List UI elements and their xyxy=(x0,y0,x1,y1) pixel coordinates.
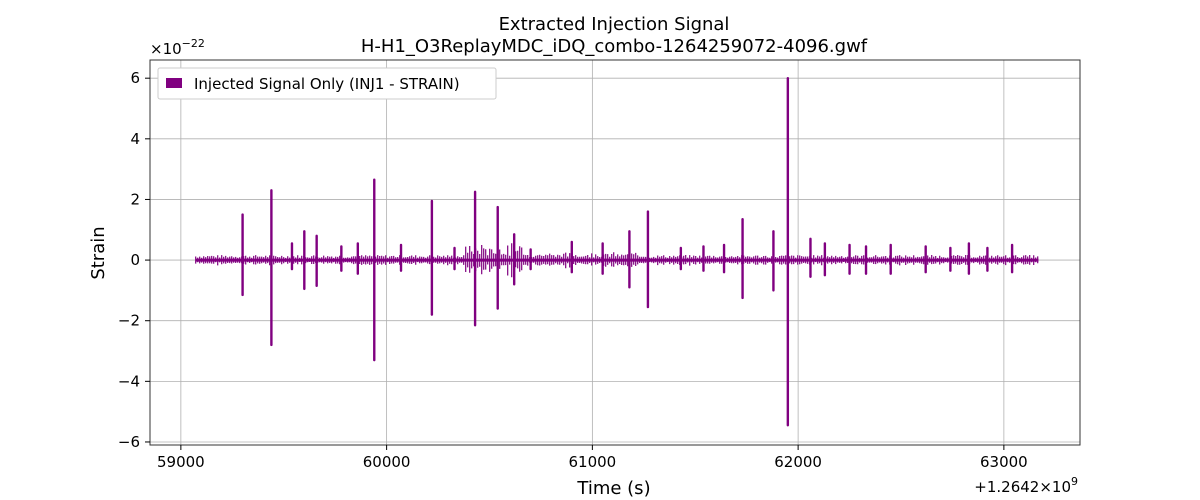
plot-frame xyxy=(149,59,1081,446)
y-multiplier-exponent: −22 xyxy=(182,37,205,50)
y-tick-label: 4 xyxy=(130,130,140,148)
y-tick-label: −4 xyxy=(118,372,140,390)
x-offset: +1.2642×109 xyxy=(974,475,1078,496)
x-offset-exponent: 9 xyxy=(1071,475,1078,488)
y-multiplier: ×10−22 xyxy=(150,37,205,58)
y-multiplier-base: ×10 xyxy=(150,40,182,58)
y-tick-label: −6 xyxy=(118,433,140,451)
legend-box xyxy=(157,67,497,100)
y-tick-label: 6 xyxy=(130,69,140,87)
y-tick-label: 2 xyxy=(130,190,140,208)
x-tick-label: 62000 xyxy=(774,453,822,471)
chart-title: Extracted Injection Signal xyxy=(499,14,730,35)
series-injected-signal xyxy=(195,76,1039,427)
legend-swatch xyxy=(166,78,182,88)
x-tick-label: 61000 xyxy=(569,453,617,471)
y-axis-label: Strain xyxy=(88,226,109,279)
x-tick-label: 59000 xyxy=(157,453,205,471)
x-axis-ticks: 59000 60000 61000 62000 63000 xyxy=(157,445,1028,471)
chart-subtitle: H-H1_O3ReplayMDC_iDQ_combo-1264259072-40… xyxy=(361,36,868,57)
x-axis-label: Time (s) xyxy=(576,478,650,499)
x-offset-base: +1.2642×10 xyxy=(974,478,1071,496)
y-tick-label: 0 xyxy=(130,251,140,269)
y-tick-label: −2 xyxy=(118,312,140,330)
legend: Injected Signal Only (INJ1 - STRAIN) xyxy=(157,67,497,100)
y-axis-ticks: −6 −4 −2 0 2 4 6 xyxy=(118,69,150,451)
x-tick-label: 63000 xyxy=(980,453,1028,471)
x-tick-label: 60000 xyxy=(363,453,411,471)
legend-label: Injected Signal Only (INJ1 - STRAIN) xyxy=(194,75,460,93)
